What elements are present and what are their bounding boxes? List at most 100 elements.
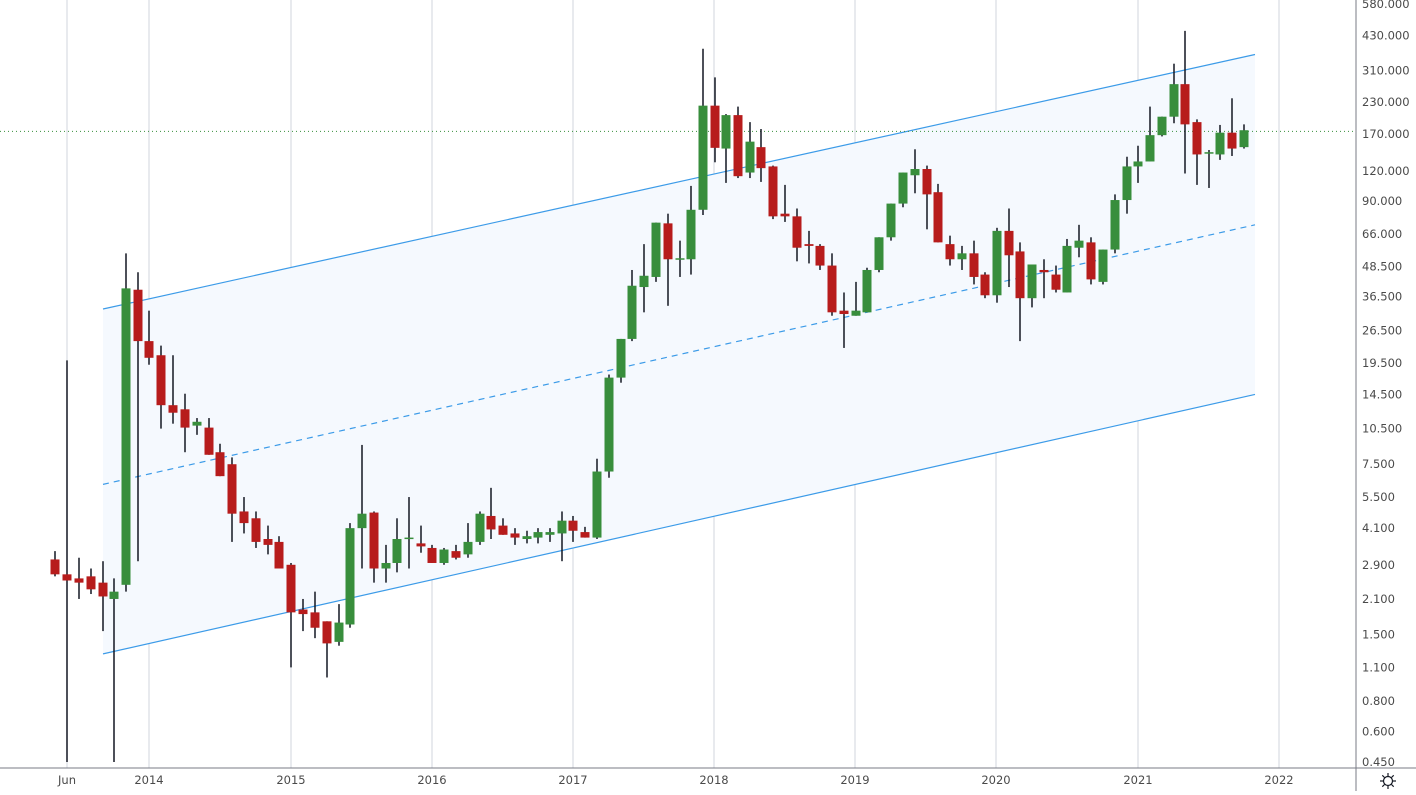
- candle-up[interactable]: [698, 48, 708, 216]
- candle-up[interactable]: [862, 267, 872, 313]
- candle-down[interactable]: [322, 621, 332, 678]
- candle-down[interactable]: [168, 355, 178, 424]
- candle-up[interactable]: [522, 530, 532, 544]
- candle-up[interactable]: [381, 544, 391, 583]
- candle-down[interactable]: [756, 129, 766, 182]
- candle-up[interactable]: [1169, 63, 1179, 124]
- candle-down[interactable]: [50, 551, 60, 577]
- candle-down[interactable]: [733, 106, 743, 179]
- candle-up[interactable]: [109, 578, 119, 762]
- candle-down[interactable]: [180, 393, 190, 453]
- candle-up[interactable]: [639, 244, 649, 313]
- candle-down[interactable]: [1180, 30, 1190, 174]
- candle-up[interactable]: [192, 418, 202, 435]
- candle-up[interactable]: [604, 374, 614, 478]
- candle-down[interactable]: [969, 240, 979, 285]
- candle-up[interactable]: [1239, 124, 1249, 149]
- candle-down[interactable]: [827, 253, 837, 316]
- candle-down[interactable]: [839, 292, 849, 348]
- candle-up[interactable]: [1098, 249, 1108, 285]
- candle-down[interactable]: [710, 77, 720, 163]
- candle-down[interactable]: [144, 310, 154, 365]
- candle-up[interactable]: [592, 458, 602, 540]
- candle-up[interactable]: [1204, 150, 1214, 188]
- candle-up[interactable]: [1122, 156, 1132, 214]
- candle-up[interactable]: [463, 523, 473, 558]
- candle-down[interactable]: [310, 591, 320, 639]
- candle-down[interactable]: [486, 487, 496, 540]
- candle-down[interactable]: [156, 345, 166, 429]
- candle-up[interactable]: [1110, 194, 1120, 254]
- candle-down[interactable]: [251, 511, 261, 548]
- candle-down[interactable]: [815, 244, 825, 270]
- candle-up[interactable]: [404, 497, 414, 569]
- price-axis[interactable]: 580.000 430.000 310.000 230.000 170.000 120.0…: [1362, 0, 1410, 769]
- candle-down[interactable]: [451, 544, 461, 560]
- candle-up[interactable]: [1027, 264, 1037, 308]
- candle-down[interactable]: [922, 165, 932, 230]
- candle-down[interactable]: [1039, 259, 1049, 299]
- candle-up[interactable]: [1062, 238, 1072, 293]
- candle-up[interactable]: [1157, 116, 1167, 137]
- candle-down[interactable]: [768, 165, 778, 220]
- candle-down[interactable]: [215, 443, 225, 477]
- candle-up[interactable]: [345, 523, 355, 628]
- candle-up[interactable]: [957, 245, 967, 270]
- candle-down[interactable]: [568, 515, 578, 542]
- candle-up[interactable]: [545, 528, 555, 542]
- candle-up[interactable]: [1215, 124, 1225, 160]
- candle-down[interactable]: [1086, 237, 1096, 285]
- candle-up[interactable]: [533, 528, 543, 544]
- candle-down[interactable]: [427, 544, 437, 563]
- chart-settings-button[interactable]: [1378, 771, 1398, 791]
- candle-down[interactable]: [74, 557, 84, 599]
- candle-up[interactable]: [910, 149, 920, 194]
- candle-up[interactable]: [898, 172, 908, 208]
- candle-down[interactable]: [945, 235, 955, 266]
- candle-up[interactable]: [616, 338, 626, 383]
- candle-down[interactable]: [792, 208, 802, 262]
- candle-up[interactable]: [886, 203, 896, 241]
- candle-down[interactable]: [416, 525, 426, 553]
- candle-down[interactable]: [298, 598, 308, 632]
- candle-down[interactable]: [286, 562, 296, 668]
- candle-down[interactable]: [663, 213, 673, 306]
- candle-down[interactable]: [274, 536, 284, 569]
- candle-down[interactable]: [804, 230, 814, 264]
- channel-upper-line[interactable]: [102, 53, 1256, 310]
- candle-down[interactable]: [263, 525, 273, 555]
- candle-down[interactable]: [780, 184, 790, 222]
- candle-down[interactable]: [133, 272, 143, 562]
- candle-down[interactable]: [1015, 242, 1025, 342]
- candle-down[interactable]: [239, 497, 249, 534]
- candle-down[interactable]: [1192, 119, 1202, 185]
- candlestick-series[interactable]: [50, 30, 1249, 762]
- candle-up[interactable]: [357, 444, 367, 569]
- candle-down[interactable]: [86, 568, 96, 595]
- candle-up[interactable]: [651, 222, 661, 282]
- candle-down[interactable]: [62, 360, 72, 762]
- candle-up[interactable]: [1074, 224, 1084, 258]
- candle-up[interactable]: [851, 281, 861, 316]
- candle-up[interactable]: [686, 185, 696, 275]
- candle-up[interactable]: [627, 269, 637, 342]
- candle-down[interactable]: [980, 272, 990, 299]
- candle-down[interactable]: [369, 511, 379, 583]
- candle-up[interactable]: [1133, 145, 1143, 183]
- candle-up[interactable]: [745, 122, 755, 179]
- candle-up[interactable]: [675, 240, 685, 277]
- candle-up[interactable]: [874, 237, 884, 273]
- candle-down[interactable]: [580, 526, 590, 538]
- candle-up[interactable]: [475, 511, 485, 545]
- candle-down[interactable]: [510, 528, 520, 545]
- candle-up[interactable]: [334, 604, 344, 646]
- candle-down[interactable]: [498, 518, 508, 535]
- candle-up[interactable]: [439, 547, 449, 565]
- candle-up[interactable]: [721, 114, 731, 183]
- candle-down[interactable]: [98, 561, 108, 632]
- candle-down[interactable]: [933, 183, 943, 243]
- candle-down[interactable]: [1004, 208, 1014, 288]
- time-axis[interactable]: Jun 2014 2015 2016 2017 2018 2019 2020 2021 2022: [57, 773, 1294, 787]
- candle-down[interactable]: [204, 418, 214, 455]
